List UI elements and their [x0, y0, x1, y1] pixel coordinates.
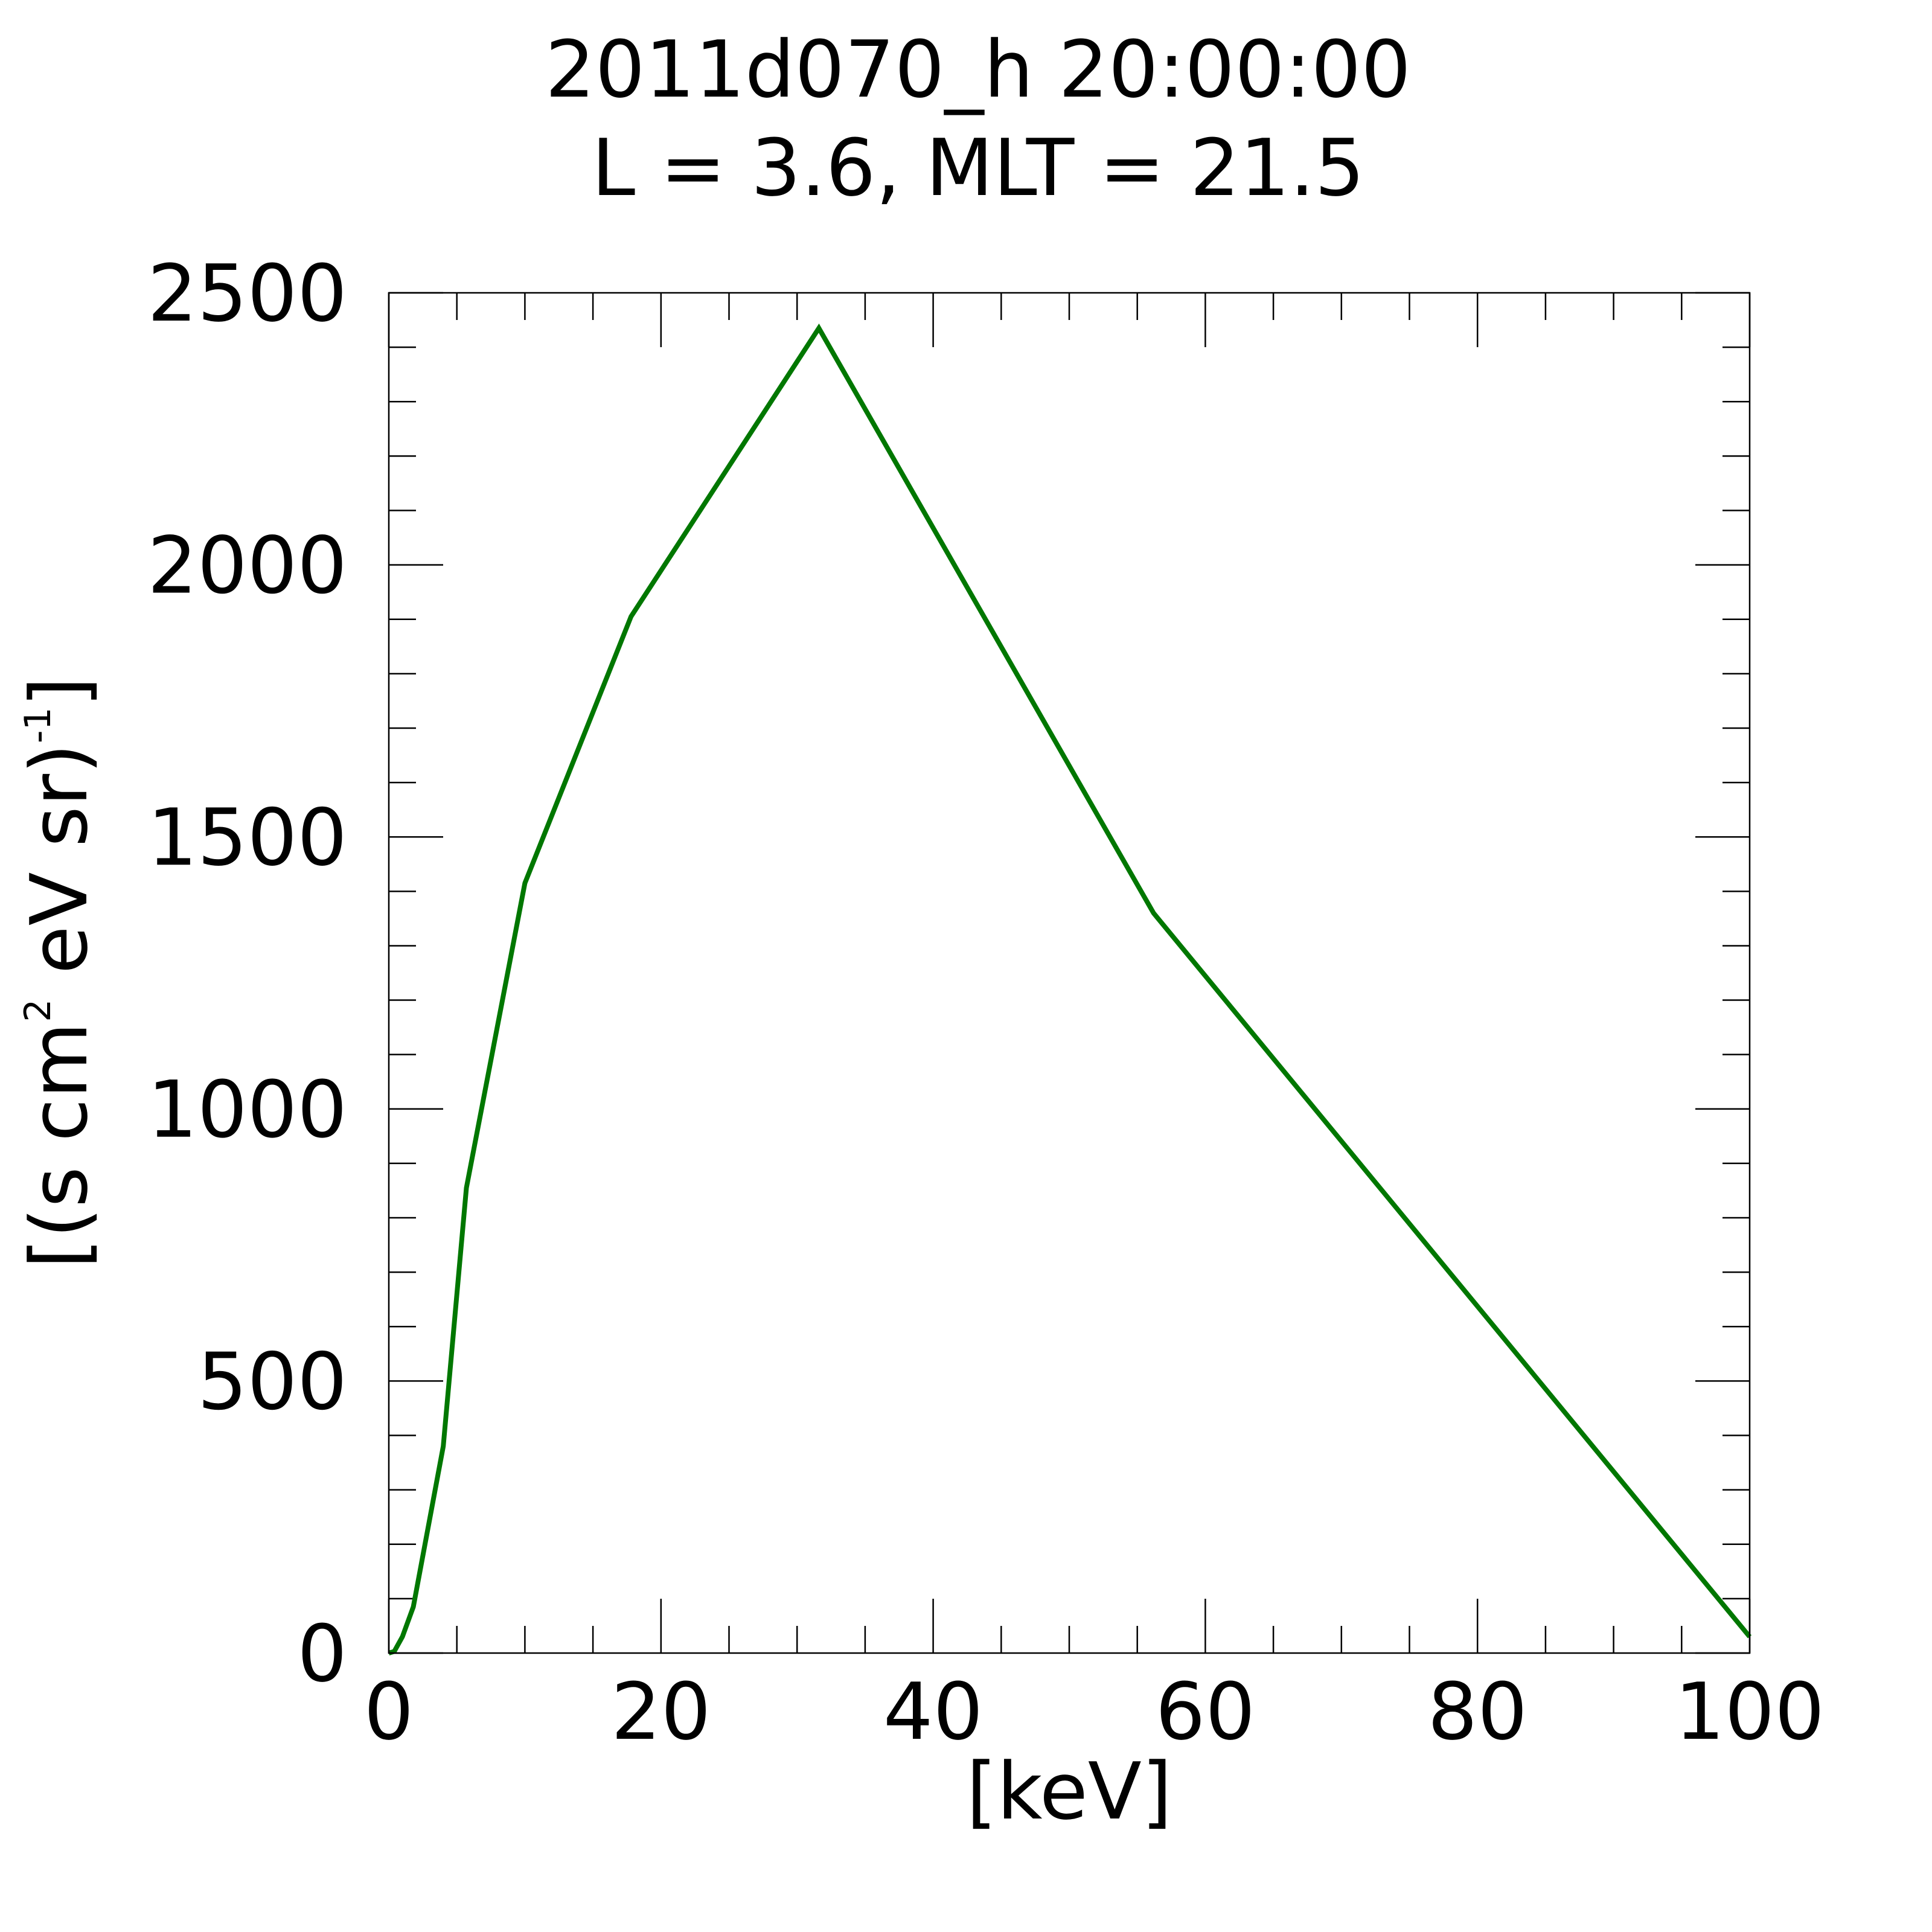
y-tick-label: 2000 [147, 520, 347, 612]
series-layer [388, 323, 1752, 1655]
x-tick-labels: 0 20 40 60 80 100 [364, 1666, 1825, 1758]
x-tick-label: 60 [1156, 1666, 1255, 1758]
y-tick-label: 2500 [147, 248, 347, 339]
x-tick-label: 20 [611, 1666, 711, 1758]
y-axis-label-sup1: 2 [17, 999, 59, 1022]
y-axis-label-mid: eV sr) [13, 743, 105, 999]
y-tick-label: 1500 [147, 792, 347, 883]
y-axis-label-sup2: -1 [17, 707, 59, 743]
y-tick-labels: 0 500 1000 1500 2000 2500 [147, 248, 347, 1700]
y-axis-label: [(s cm2 eV sr)-1] [13, 677, 105, 1269]
y-axis-label-open: [(s cm [13, 1022, 105, 1269]
x-tick-label: 100 [1675, 1666, 1825, 1758]
chart-title: 2011d070_h 20:00:00 [545, 24, 1411, 115]
x-tick-label: 0 [364, 1666, 414, 1758]
plot-frame [388, 292, 1751, 1654]
x-tick-label: 40 [883, 1666, 983, 1758]
chart-subtitle: L = 3.6, MLT = 21.5 [592, 122, 1365, 214]
x-tick-label: 80 [1427, 1666, 1527, 1758]
y-axis-label-close: ] [13, 677, 105, 708]
y-tick-label: 0 [297, 1608, 347, 1700]
tick-marks [388, 292, 1751, 1654]
y-tick-label: 500 [197, 1335, 347, 1427]
x-axis-label: [keV] [967, 1745, 1172, 1837]
series-line-1 [388, 323, 1752, 1655]
y-tick-label: 1000 [147, 1064, 347, 1156]
